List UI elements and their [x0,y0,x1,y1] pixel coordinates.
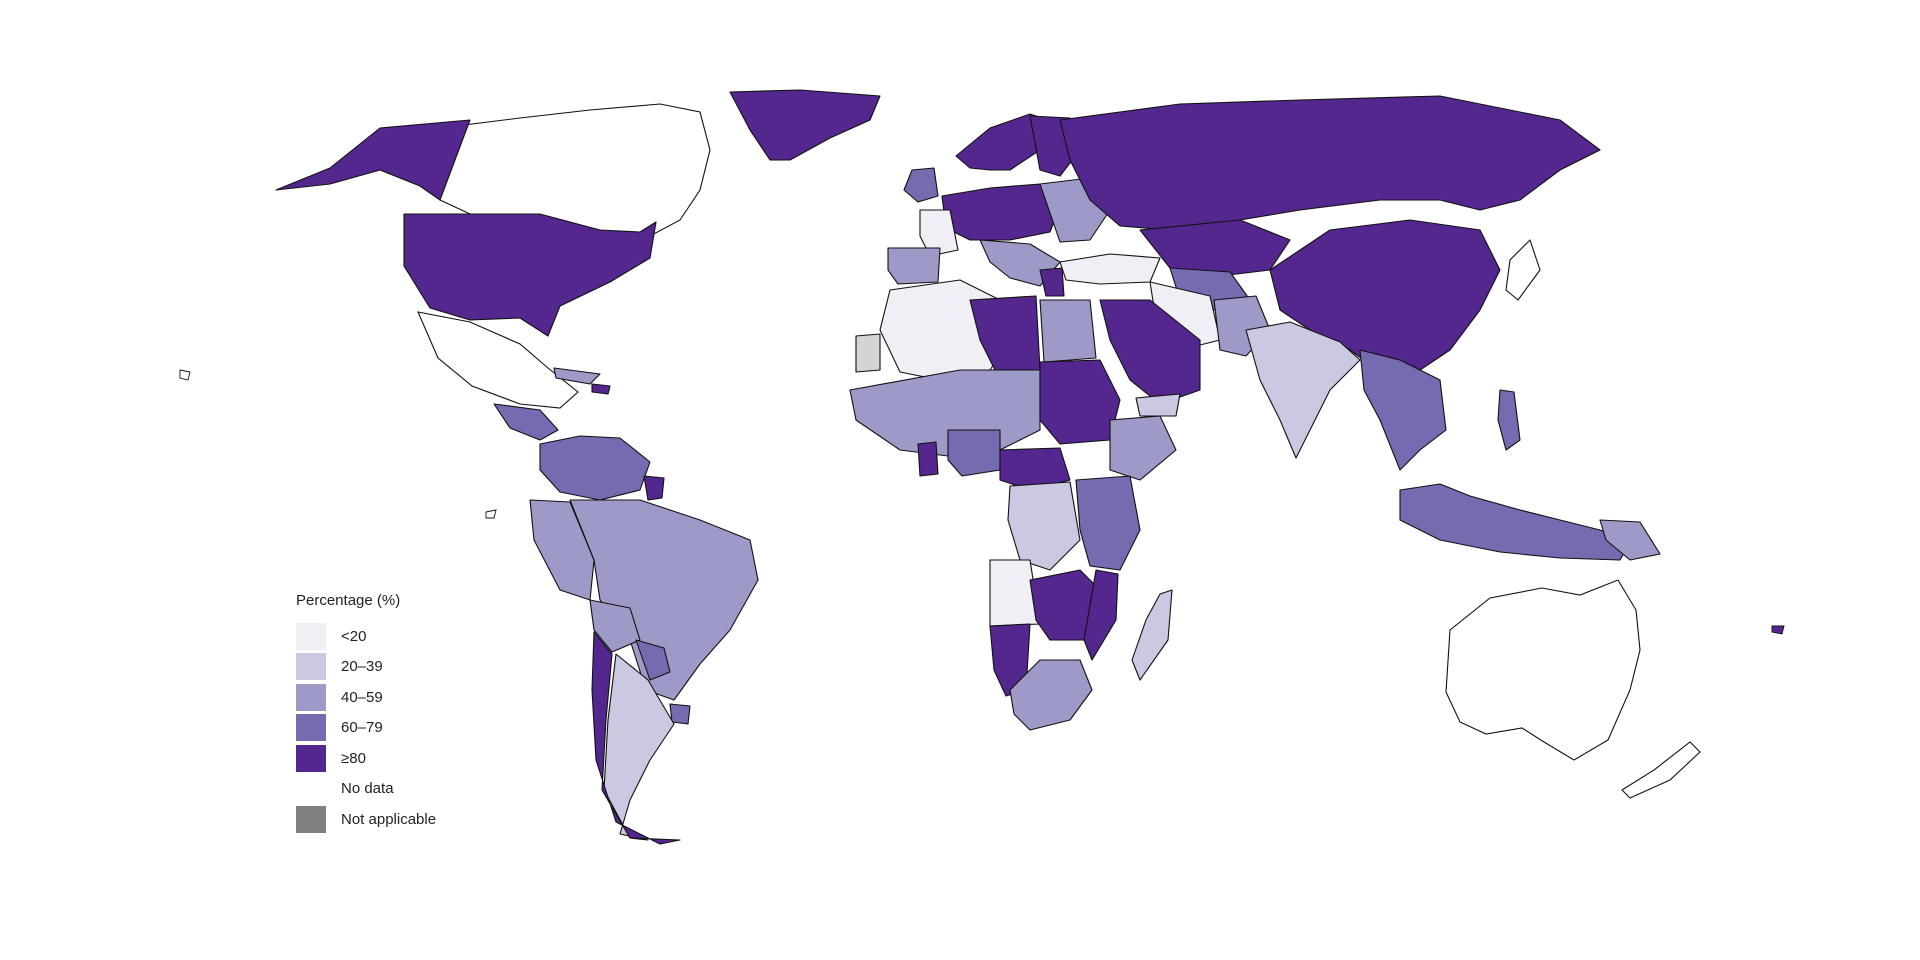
western-europe [941,183,1061,241]
uk-ireland [903,167,939,203]
australia [1445,579,1641,761]
sahel [849,369,1041,461]
legend-title: Percentage (%) [296,592,401,609]
pacific-island-1 [1771,625,1785,635]
new-zealand [1621,741,1701,799]
legend-item-60-79: 60–79 [296,713,556,744]
legend-swatch-40-59 [296,683,326,711]
mexico [417,311,579,409]
kazakhstan [1139,219,1291,277]
legend-item-40-59: 40–59 [296,682,556,713]
madagascar [1131,589,1173,681]
legend-label-20-39: 20–39 [341,658,383,676]
horn-of-africa [1109,415,1177,481]
italy-balkans [979,239,1061,287]
uruguay [669,703,691,725]
legend-swatch-not-applicable [296,805,326,833]
bolivia [589,599,641,653]
turkey [1059,253,1161,285]
brazil [569,499,759,701]
iberia [887,247,941,285]
legend-label-60-79: 60–79 [341,719,383,737]
indonesia [1399,483,1631,561]
mozambique [1083,569,1119,661]
east-africa [1075,475,1141,571]
legend-label-40-59: 40–59 [341,688,383,706]
legend-swatch-ge80 [296,744,326,772]
japan [1505,239,1541,301]
congo [1007,481,1081,571]
legend-label-not-applicable: Not applicable [341,810,437,828]
india [1245,321,1361,459]
hispaniola [591,383,611,395]
chile [591,631,681,845]
hawaii [179,369,191,381]
legend-swatch-20-39 [296,653,326,681]
france [919,209,959,257]
greece [1039,267,1065,297]
russia [1059,95,1601,231]
sudan [1039,359,1121,445]
legend-item-not-applicable: Not applicable [296,804,556,835]
pacific-island-2 [485,509,497,519]
legend-label-lt20: <20 [341,627,367,645]
map-legend: Percentage (%) <20 20–39 40–59 60–79 ≥80… [296,592,556,835]
nigeria [947,429,1001,477]
legend-label-ge80: ≥80 [341,749,366,767]
legend-item-20-39: 20–39 [296,652,556,683]
legend-swatch-lt20 [296,622,326,650]
western-sahara [855,333,881,373]
greenland [729,89,881,161]
argentina [603,653,675,841]
paraguay [635,639,671,681]
new-guinea [1599,519,1661,561]
philippines [1497,389,1521,451]
egypt [1039,299,1097,363]
legend-item-lt20: <20 [296,621,556,652]
cuba [553,367,601,385]
ghana [917,441,939,477]
legend-swatch-60-79 [296,714,326,742]
guyana [643,475,665,501]
central-america [493,403,559,441]
southeast-asia [1359,349,1447,471]
legend-swatch-no-data [296,775,326,803]
colombia-venezuela [539,435,651,501]
alaska [275,119,471,201]
united-states [403,213,657,337]
south-africa [1009,659,1093,731]
legend-label-no-data: No data [341,780,394,798]
legend-item-ge80: ≥80 [296,743,556,774]
yemen-oman [1135,393,1181,417]
legend-item-no-data: No data [296,774,556,805]
